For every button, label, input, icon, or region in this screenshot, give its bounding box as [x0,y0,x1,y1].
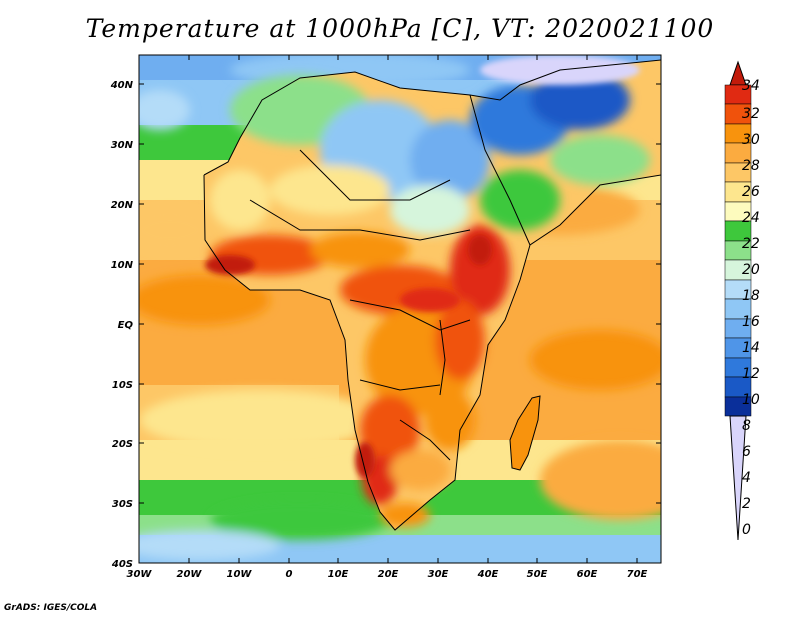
lat-label: EQ [118,320,134,331]
colorbar-label: 12 [742,366,760,382]
lat-label: 30S [112,499,133,510]
latitude-axis: 40N 30N 20N 10N EQ 10S 20S 30S 40S [110,80,661,570]
lon-label: 40E [477,569,499,580]
lat-label: 30N [111,140,134,151]
lon-label: 30W [127,569,153,580]
colorbar-label: 22 [742,236,760,252]
lon-label: 10W [227,569,253,580]
lon-label: 30E [428,569,449,580]
colorbar-label: 6 [742,444,751,460]
lon-label: 20E [378,569,399,580]
lon-label: 70E [627,569,648,580]
temperature-field [139,55,661,563]
colorbar-label: 30 [742,132,760,148]
longitude-axis: 30W 20W 10W 0 10E 20E 30E 40E 50E 60E 70… [127,55,648,580]
lat-label: 20S [112,439,133,450]
lon-label: 60E [577,569,598,580]
colorbar-label: 34 [742,78,760,94]
colorbar-label: 16 [742,314,760,330]
colorbar-label: 24 [742,210,760,226]
colorbar-label: 4 [742,470,751,486]
colorbar-label: 2 [742,496,751,512]
colorbar-label: 14 [742,340,760,356]
lat-label: 10S [112,380,133,391]
lon-label: 20W [177,569,203,580]
grads-credit: GrADS: IGES/COLA [4,603,98,613]
colorbar-label: 10 [742,392,760,408]
coastlines [203,59,661,531]
colorbar-label: 32 [742,106,760,122]
colorbar-label: 26 [742,184,760,200]
lat-label: 10N [111,260,134,271]
colorbar-label: 8 [742,418,751,434]
colorbar-label: 28 [742,158,760,174]
lon-label: 0 [286,569,293,580]
colorbar-label: 18 [742,288,760,304]
plot-title: Temperature at 1000hPa [C], VT: 20200211… [85,14,715,43]
colorbar-label: 20 [742,262,760,278]
lat-label: 20N [111,200,134,211]
colorbar-arrow-bottom [729,415,747,541]
colorbar: 34 32 30 28 26 24 22 20 18 16 14 12 10 8… [724,60,760,541]
colorbar-label: 0 [742,522,751,538]
lon-label: 10E [328,569,349,580]
lat-label: 40S [111,559,133,570]
lon-label: 50E [527,569,548,580]
lat-label: 40N [110,80,134,91]
map-frame [138,54,662,564]
